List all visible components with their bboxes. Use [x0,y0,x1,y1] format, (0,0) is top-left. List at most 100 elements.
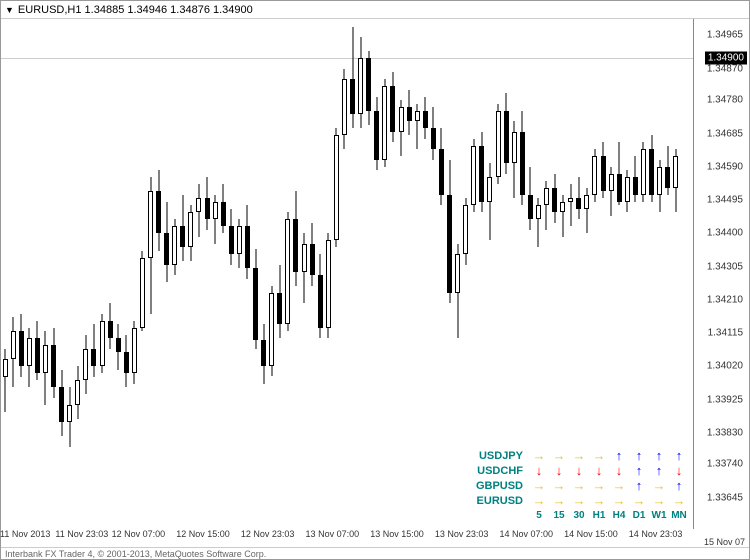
candlestick [132,19,137,531]
candlestick [116,19,121,531]
trend-arrow-icon: → [549,478,569,493]
candlestick [390,19,395,531]
time-axis-right: 15 Nov 07 [704,537,745,547]
candlestick [11,19,16,531]
x-tick-label: 11 Nov 23:03 [55,529,108,539]
x-tick-label: 14 Nov 15:00 [564,529,618,539]
trend-arrow-icon: ↓ [609,463,629,478]
candlestick [310,19,315,531]
candlestick [326,19,331,531]
trend-arrow-icon: ↓ [569,463,589,478]
trend-arrow-icon: ↓ [669,463,689,478]
y-tick-label: 1.34870 [707,63,743,74]
candlestick [415,19,420,531]
candlestick [431,19,436,531]
trend-arrow-icon: → [589,448,609,463]
candlestick [172,19,177,531]
candlestick [205,19,210,531]
trend-arrow-icon: → [649,478,669,493]
candlestick [447,19,452,531]
time-axis: 11 Nov 2013 11 Nov 23:03 12 Nov 07:00 12 No… [1,529,694,547]
trend-arrow-icon: ↑ [669,478,689,493]
trend-arrow-icon: ↓ [589,463,609,478]
candlestick [463,19,468,531]
y-tick-label: 1.34685 [707,128,743,139]
y-tick-label: 1.34020 [707,361,743,372]
y-tick-label: 1.34305 [707,261,743,272]
candlestick [188,19,193,531]
y-tick-label: 1.33740 [707,459,743,470]
timeframe-label: 5 [529,510,549,521]
x-tick-label: 12 Nov 15:00 [176,529,230,539]
trend-arrow-icon: → [569,448,589,463]
timeframe-header: 51530H1H4D1W1MN [471,508,689,523]
trend-arrow-icon: ↑ [649,463,669,478]
title-bar[interactable]: ▼ EURUSD,H1 1.34885 1.34946 1.34876 1.34… [1,1,749,19]
candlestick [439,19,444,531]
candlestick [221,19,226,531]
timeframe-label: W1 [649,510,669,521]
candlestick [350,19,355,531]
trend-arrow-icon: ↑ [649,448,669,463]
y-tick-label: 1.34400 [707,228,743,239]
candlestick [399,19,404,531]
candlestick [164,19,169,531]
candlestick [59,19,64,531]
trend-arrow-icon: → [589,493,609,508]
y-tick-label: 1.34115 [708,328,743,339]
candlestick [334,19,339,531]
candlestick [455,19,460,531]
candlestick [382,19,387,531]
x-tick-label: 13 Nov 07:00 [306,529,360,539]
candlestick [366,19,371,531]
candlestick [358,19,363,531]
candlestick [124,19,129,531]
candlestick [148,19,153,531]
candlestick [140,19,145,531]
candlestick [374,19,379,531]
candlestick [108,19,113,531]
dropdown-icon[interactable]: ▼ [5,5,14,15]
pair-label: EURUSD [471,495,523,507]
trend-arrow-icon: ↑ [629,448,649,463]
y-tick-label: 1.33645 [707,492,743,503]
pair-label: GBPUSD [471,480,523,492]
candlestick [83,19,88,531]
indicator-row: USDCHF↓↓↓↓↓↑↑↓ [471,463,689,478]
trend-arrow-icon: ↑ [629,463,649,478]
candlestick [27,19,32,531]
candlestick [245,19,250,531]
candlestick [293,19,298,531]
candlestick [19,19,24,531]
timeframe-label: H1 [589,510,609,521]
chart-area[interactable]: USDJPY→→→→↑↑↑↑USDCHF↓↓↓↓↓↑↑↓GBPUSD→→→→→↑… [1,19,694,529]
x-tick-label: 11 Nov 2013 [0,529,50,539]
pair-label: USDCHF [471,465,523,477]
x-tick-label: 12 Nov 07:00 [112,529,166,539]
candlestick [35,19,40,531]
status-bar: Interbank FX Trader 4, © 2001-2013, Meta… [1,547,749,559]
trend-arrow-icon: → [549,493,569,508]
trend-indicator-panel: USDJPY→→→→↑↑↑↑USDCHF↓↓↓↓↓↑↑↓GBPUSD→→→→→↑… [471,448,689,523]
timeframe-label: D1 [629,510,649,521]
indicator-row: EURUSD→→→→→→→→ [471,493,689,508]
candlestick [237,19,242,531]
trend-arrow-icon: → [629,493,649,508]
trend-arrow-icon: → [669,493,689,508]
y-tick-label: 1.34590 [707,161,743,172]
trend-arrow-icon: ↑ [669,448,689,463]
trend-arrow-icon: → [529,448,549,463]
trend-arrow-icon: → [609,478,629,493]
trend-arrow-icon: ↑ [629,478,649,493]
candlestick [180,19,185,531]
current-price-tag: 1.34900 [705,52,747,65]
trend-arrow-icon: → [609,493,629,508]
candlestick [100,19,105,531]
trend-arrow-icon: ↑ [609,448,629,463]
candlestick [302,19,307,531]
candlestick [342,19,347,531]
candlestick [277,19,282,531]
timeframe-label: MN [669,510,689,521]
candlestick [269,19,274,531]
candlestick [318,19,323,531]
